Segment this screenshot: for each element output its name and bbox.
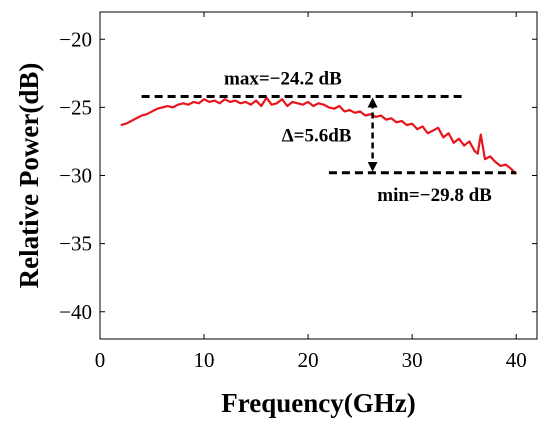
y-tick-label: −30 [59, 164, 92, 188]
x-tick-label: 10 [194, 348, 215, 372]
y-tick-label: −40 [59, 300, 92, 324]
x-tick-label: 30 [402, 348, 423, 372]
x-tick-label: 40 [506, 348, 527, 372]
x-tick-label: 20 [298, 348, 319, 372]
annotation-layer: max=−24.2 dB min=−29.8 dB Δ=5.6dB [141, 68, 517, 206]
max-annotation-label: max=−24.2 dB [224, 68, 342, 89]
y-tick-label: −35 [59, 232, 92, 256]
x-axis-title: Frequency(GHz) [221, 388, 415, 418]
min-annotation-label: min=−29.8 dB [377, 185, 492, 206]
x-tick-label: 0 [95, 348, 106, 372]
y-tick-label: −20 [59, 27, 92, 51]
delta-annotation-label: Δ=5.6dB [282, 126, 352, 147]
series-layer [120, 96, 517, 175]
ticks-layer: 0 10 20 30 40 −20 −25 −30 −35 −40 [59, 12, 537, 372]
y-axis-title: Relative Power(dB) [14, 63, 44, 289]
y-tick-label: −25 [59, 95, 92, 119]
plot-frame [99, 11, 538, 340]
series-line [120, 96, 517, 175]
